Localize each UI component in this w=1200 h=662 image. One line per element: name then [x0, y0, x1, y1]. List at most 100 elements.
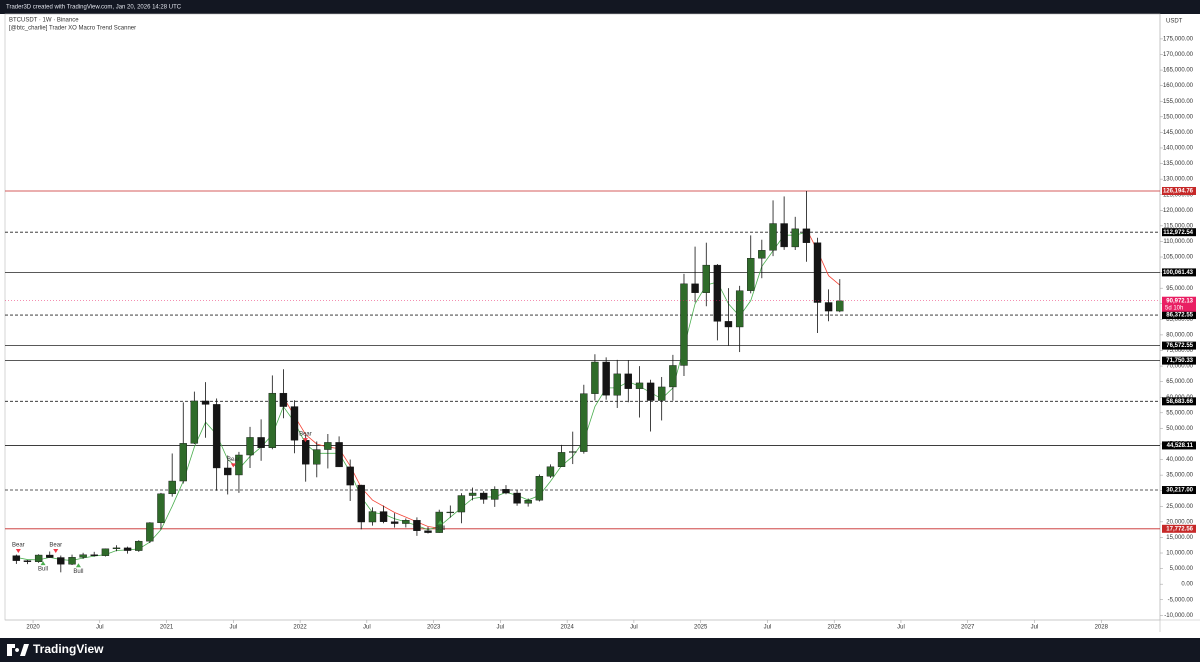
candle-body	[513, 492, 521, 504]
y-tick-label: 135,000.00	[1163, 161, 1194, 167]
candle-body	[646, 382, 655, 401]
candle-body	[557, 452, 566, 467]
candle-body	[791, 228, 799, 248]
candle-body	[146, 522, 154, 542]
candle-body	[424, 530, 432, 533]
candle-body	[390, 521, 399, 524]
candle-body	[101, 548, 110, 556]
level-label-bg	[1162, 441, 1196, 450]
candle-body	[569, 451, 577, 453]
candle-body	[691, 283, 699, 293]
candle-body	[624, 373, 632, 389]
signal-label: Bear	[299, 432, 312, 438]
candle-body	[491, 489, 499, 500]
y-tick-label: 110,000.00	[1163, 239, 1193, 245]
x-tick-label: 2028	[1095, 625, 1109, 631]
candle-body	[457, 495, 466, 513]
candle-body	[780, 223, 788, 248]
candle-body	[290, 406, 299, 441]
y-tick-label: 120,000.00	[1163, 208, 1194, 214]
level-label-bg	[1162, 186, 1196, 195]
candle-body	[302, 440, 310, 465]
indicator-name: [@btc_charlie] Trader XO Macro Trend Sca…	[9, 26, 136, 32]
y-tick-label: 15,000.00	[1166, 535, 1193, 541]
footer	[0, 638, 1200, 662]
x-tick-label: Jul	[630, 625, 638, 631]
candle-body	[669, 365, 677, 388]
y-tick-label: 125,000.00	[1163, 192, 1194, 198]
bear-signal	[15, 549, 21, 554]
countdown: 5d 10h	[1165, 305, 1183, 311]
candle-body	[836, 300, 844, 312]
plot-area	[4, 13, 1161, 621]
y-tick-label: 10,000.00	[1166, 551, 1193, 557]
candle-body	[758, 250, 766, 259]
bull-signal	[75, 563, 81, 568]
y-tick-label: 95,000.00	[1166, 286, 1193, 292]
signal-label: Bull	[435, 526, 445, 532]
y-tick-label: 115,000.00	[1163, 223, 1193, 229]
y-tick-label: 40,000.00	[1166, 457, 1193, 463]
y-tick-label: 145,000.00	[1163, 130, 1194, 136]
bear-signal	[230, 463, 236, 468]
signal-label: Bull	[73, 569, 83, 575]
level-label-bg	[1162, 356, 1196, 365]
level-label-bg	[1162, 524, 1196, 533]
level-label-bg	[1162, 397, 1196, 406]
candle-body	[201, 400, 210, 405]
candle-body	[402, 520, 410, 524]
candle-body	[713, 264, 722, 322]
candle-body	[79, 554, 87, 558]
y-tick-label: 85,000.00	[1166, 317, 1193, 323]
plot-layer	[5, 190, 1160, 573]
candle-body	[747, 258, 755, 291]
brand: TradingView	[33, 642, 104, 656]
level-label-bg	[1162, 341, 1196, 350]
candle-body	[112, 547, 121, 550]
x-tick-label: Jul	[229, 625, 237, 631]
candle-body	[68, 557, 76, 565]
x-tick-label: 2022	[293, 625, 307, 631]
level-label-bg	[1162, 228, 1196, 237]
candle-body	[46, 554, 54, 558]
bull-signal	[40, 561, 46, 566]
credit: Trader3D created with TradingView.com, J…	[6, 5, 182, 11]
candle-body	[602, 361, 610, 396]
logo	[7, 644, 29, 656]
x-tick-label: Jul	[497, 625, 505, 631]
y-tick-label: 140,000.00	[1163, 146, 1194, 152]
candle-body	[479, 492, 488, 500]
y-tick-label: 130,000.00	[1163, 177, 1194, 183]
y-tick-label: 5,000.00	[1170, 566, 1194, 572]
candle-body	[357, 484, 365, 523]
candle-body	[246, 437, 254, 456]
candle-body	[346, 466, 354, 486]
level-label: 86,372.55	[1166, 313, 1193, 319]
level-label: 100,061.43	[1163, 270, 1194, 276]
candle-body	[257, 437, 265, 448]
candle-body	[135, 540, 143, 551]
candle-body	[34, 554, 43, 562]
signal-label: Bear	[227, 457, 240, 463]
signal-label: Bear	[12, 543, 25, 549]
candle-body	[546, 466, 555, 477]
candle-body	[735, 290, 744, 328]
y-tick-label: 50,000.00	[1166, 426, 1193, 432]
level-label-bg	[1162, 486, 1196, 495]
level-label-bg	[1162, 311, 1196, 320]
y-tick-label: 155,000.00	[1163, 99, 1194, 105]
candle-body	[580, 393, 588, 452]
candle-body	[268, 392, 277, 448]
x-tick-label: 2027	[961, 625, 975, 631]
candle-body	[279, 392, 288, 407]
candle-body	[524, 500, 532, 504]
y-tick-label: 80,000.00	[1166, 332, 1193, 338]
y-tick-label: 75,000.00	[1166, 348, 1193, 354]
y-tick-label: 175,000.00	[1163, 37, 1194, 43]
y-tick-label: 170,000.00	[1163, 52, 1194, 58]
y-tick-label: 150,000.00	[1163, 114, 1194, 120]
candle-body	[413, 520, 421, 531]
x-tick-label: Jul	[363, 625, 371, 631]
signal-label: Bull	[38, 567, 48, 573]
y-tick-label: 0.00	[1181, 582, 1193, 588]
